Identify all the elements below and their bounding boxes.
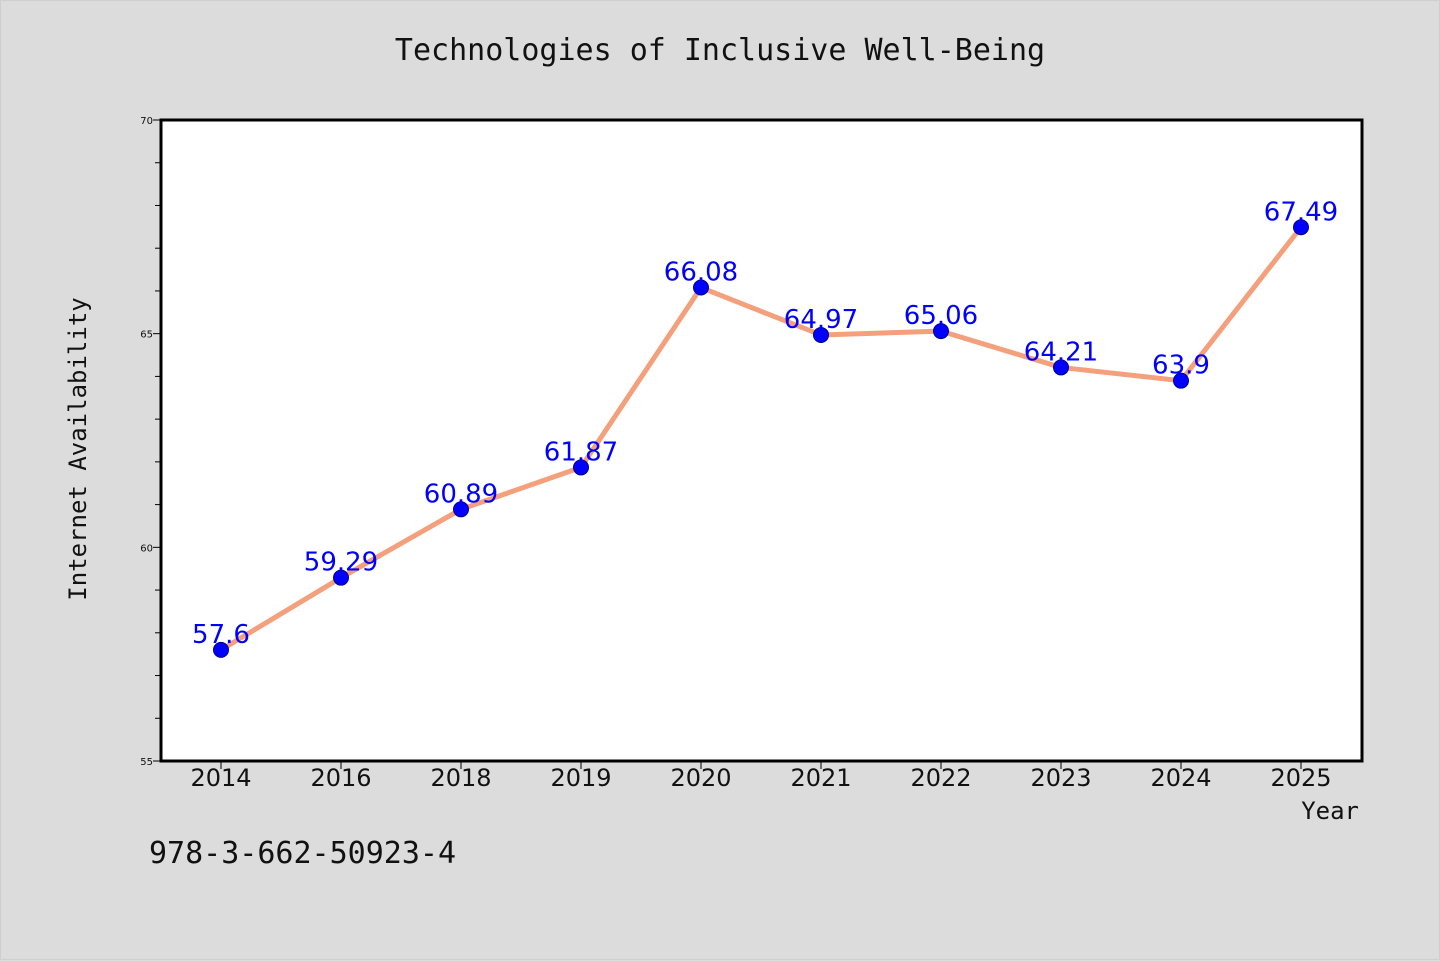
footer-code: 978-3-662-50923-4	[149, 836, 457, 871]
x-tick-label: 2023	[1030, 764, 1091, 792]
x-tick-label: 2016	[310, 764, 371, 792]
data-point	[933, 323, 949, 340]
y-tick-label: 55	[140, 757, 153, 768]
data-label: 67.49	[1264, 197, 1338, 227]
x-tick-label: 2018	[430, 764, 491, 792]
data-point	[573, 459, 589, 476]
data-point	[1293, 219, 1309, 236]
data-point	[453, 501, 469, 518]
x-tick-label: 2021	[790, 764, 851, 792]
chart-title: Technologies of Inclusive Well-Being	[394, 33, 1046, 68]
data-label: 65.06	[904, 301, 978, 331]
series-line	[218, 224, 1304, 653]
data-point	[1173, 372, 1189, 389]
data-label: 60.89	[424, 479, 498, 509]
data-point	[693, 279, 709, 296]
y-tick-label: 60	[140, 543, 153, 554]
x-tick-label: 2014	[190, 764, 251, 792]
data-label: 57.6	[192, 620, 250, 650]
data-label: 64.21	[1024, 337, 1098, 367]
x-tick-label: 2020	[670, 764, 731, 792]
y-tick-label: 65	[140, 330, 153, 341]
data-point	[333, 569, 349, 586]
x-axis-label: Year	[1301, 797, 1359, 825]
data-point	[213, 641, 229, 658]
data-label: 66.08	[664, 258, 738, 288]
data-point	[813, 326, 829, 343]
data-label: 63.9	[1152, 351, 1210, 381]
y-tick-label: 70	[140, 116, 153, 127]
x-tick-label: 2024	[1150, 764, 1211, 792]
plot-area	[159, 118, 1364, 763]
data-label: 61.87	[544, 437, 618, 467]
x-tick-label: 2025	[1270, 764, 1331, 792]
x-tick-label: 2019	[550, 764, 611, 792]
x-tick-label: 2022	[910, 764, 971, 792]
data-label: 64.97	[784, 305, 858, 335]
data-label: 59.29	[304, 548, 378, 578]
data-point	[1053, 359, 1069, 376]
